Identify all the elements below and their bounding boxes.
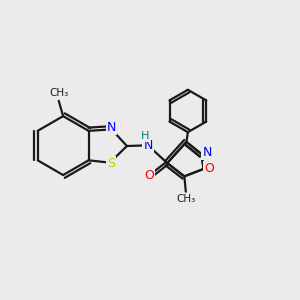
Text: N: N	[143, 139, 153, 152]
Text: CH₃: CH₃	[176, 194, 195, 204]
Text: S: S	[107, 157, 115, 170]
Text: O: O	[204, 163, 214, 176]
Text: O: O	[144, 169, 154, 182]
Text: CH₃: CH₃	[49, 88, 68, 98]
Text: N: N	[202, 146, 212, 159]
Text: H: H	[141, 131, 149, 141]
Text: N: N	[107, 122, 116, 134]
